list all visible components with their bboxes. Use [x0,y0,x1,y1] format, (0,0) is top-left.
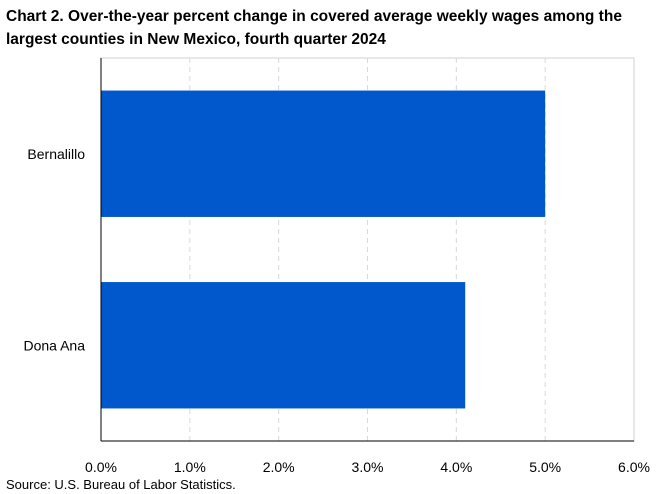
source-note: Source: U.S. Bureau of Labor Statistics. [6,477,236,492]
bar-dona-ana [101,282,466,409]
x-tick-label: 4.0% [440,459,472,475]
x-tick-label: 5.0% [529,459,561,475]
x-tick-label: 3.0% [352,459,384,475]
category-label: Dona Ana [24,337,86,353]
x-tick-label: 0.0% [85,459,117,475]
x-tick-label: 1.0% [174,459,206,475]
x-tick-label: 2.0% [263,459,295,475]
x-tick-label: 6.0% [618,459,650,475]
category-label: Bernalillo [27,146,85,162]
bar-bernalillo [101,90,546,217]
chart-title: Chart 2. Over-the-year percent change in… [6,8,622,48]
